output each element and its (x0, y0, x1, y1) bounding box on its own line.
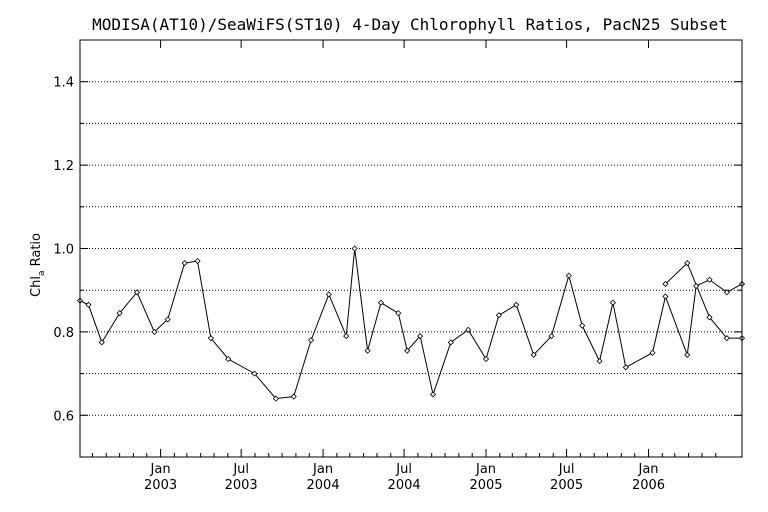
data-point (116, 310, 123, 317)
y-tick-label: 0.8 (53, 326, 74, 341)
y-tick-label: 0.6 (53, 409, 74, 424)
data-point (622, 364, 629, 371)
y-axis-label-main: Chl (29, 276, 44, 297)
data-point (85, 301, 92, 308)
x-tick-label-year: 2004 (307, 478, 340, 493)
chart-title: MODISA(AT10)/SeaWiFS(ST10) 4-Day Chlorop… (92, 15, 728, 34)
y-axis-label-subscript: a (37, 271, 47, 277)
x-tick-label-month: Jan (312, 462, 333, 477)
y-tick-label: 1.4 (53, 76, 74, 91)
data-point (662, 293, 669, 300)
data-point (482, 355, 490, 363)
data-point (151, 328, 158, 335)
data-point (465, 326, 472, 333)
data-series (79, 248, 743, 400)
x-tick-label-year: 2005 (469, 478, 502, 493)
y-axis-label: Chla Ratio (29, 233, 47, 297)
data-point (706, 314, 713, 321)
x-tick-label-year: 2004 (388, 478, 421, 493)
y-axis-label-tail: Ratio (29, 233, 44, 271)
gridlines (80, 81, 742, 416)
x-tick-label-year: 2003 (144, 478, 177, 493)
x-tick-label-year: 2006 (632, 478, 665, 493)
data-point (706, 276, 713, 283)
data-point (565, 272, 572, 279)
x-tick-label-year: 2005 (550, 478, 583, 493)
data-point (609, 299, 616, 306)
series-line-0 (79, 248, 743, 400)
data-point (364, 347, 371, 354)
x-tick-label-month: Jan (637, 462, 658, 477)
data-point (272, 395, 279, 402)
data-point (251, 370, 258, 377)
x-tick-label-year: 2003 (225, 478, 258, 493)
data-point (684, 351, 691, 358)
data-point (447, 339, 454, 346)
data-point (596, 358, 603, 365)
data-point (530, 351, 537, 358)
data-point (649, 349, 656, 356)
x-tick-label-month: Jan (475, 462, 496, 477)
data-point (225, 355, 232, 363)
x-tick-label-month: Jul (558, 462, 575, 477)
data-point (548, 333, 555, 340)
data-point (98, 339, 105, 346)
data-markers (76, 245, 746, 402)
data-point (343, 333, 350, 340)
data-point (684, 260, 691, 267)
data-point (579, 322, 586, 329)
y-tick-label: 1.2 (53, 159, 74, 174)
axes: 0.60.81.01.21.4Jan2003Jul2003Jan2004Jul2… (53, 39, 743, 493)
data-point (495, 312, 502, 319)
data-point (351, 245, 358, 252)
data-point (164, 316, 171, 323)
x-tick-label-month: Jul (395, 462, 412, 477)
data-point (377, 299, 385, 306)
data-point (723, 335, 730, 342)
data-point (429, 391, 437, 398)
data-point (181, 260, 188, 267)
data-point (194, 257, 201, 265)
data-point (307, 337, 315, 344)
data-point (325, 291, 332, 298)
data-point (693, 282, 700, 290)
data-point (513, 301, 520, 308)
x-tick-label-month: Jan (150, 462, 171, 477)
data-point (404, 347, 411, 354)
data-point (417, 333, 424, 340)
data-point (207, 335, 214, 342)
data-point (290, 393, 297, 400)
data-point (133, 289, 141, 296)
data-point (723, 289, 730, 296)
y-tick-label: 1.0 (53, 243, 74, 258)
data-point (395, 310, 402, 317)
data-point (662, 280, 669, 288)
x-tick-label-month: Jul (232, 462, 249, 477)
